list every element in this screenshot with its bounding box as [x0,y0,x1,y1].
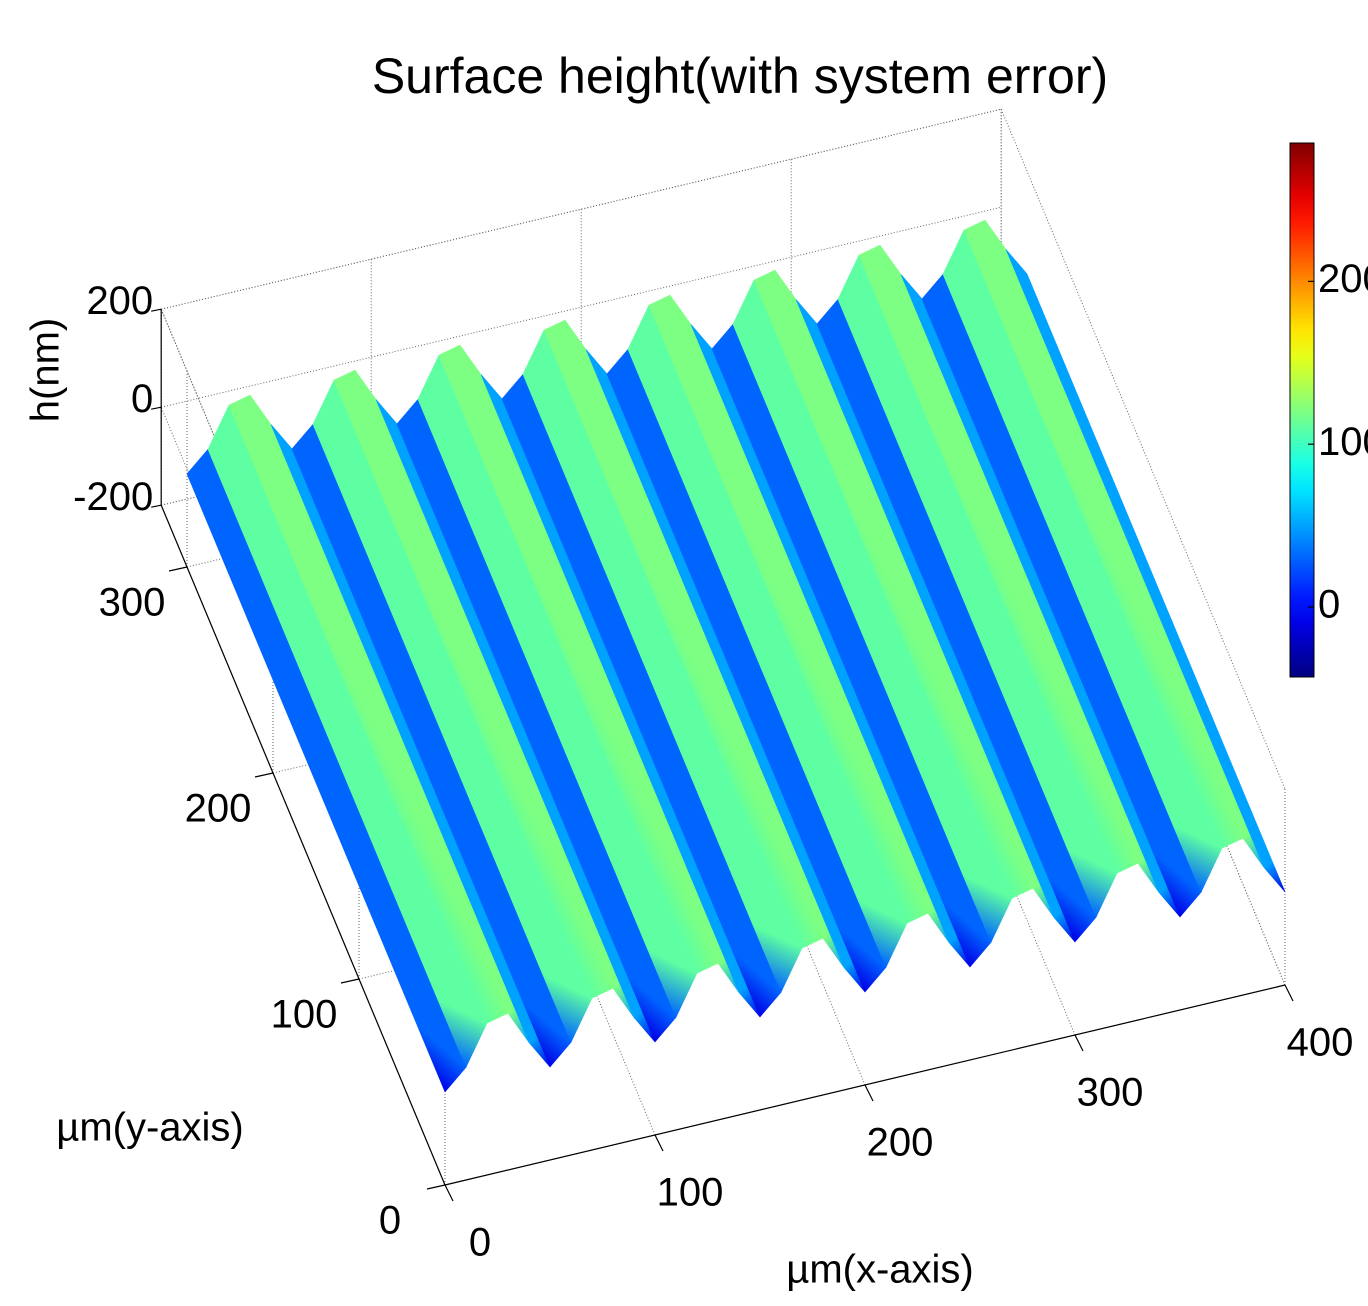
x-tick-label: 300 [1077,1071,1144,1115]
x-tick-label: 200 [867,1121,934,1165]
surface-patch [1005,249,1286,893]
z-axis-label: h(nm) [24,318,68,422]
y-tick-label: 300 [99,581,166,625]
y-tick-label: 200 [185,787,252,831]
x-tick [864,1084,874,1102]
x-tick [1074,1034,1084,1052]
colorbar-tick-label: 0 [1318,583,1340,627]
y-tick-label: 0 [379,1199,401,1243]
colorbar-tick-label: 100 [1318,420,1368,464]
y-tick [254,772,274,778]
y-tick-label: 100 [271,993,338,1037]
z-tick [151,406,162,410]
x-tick-label: 0 [469,1221,491,1265]
z-tick [151,308,162,312]
x-tick-label: 400 [1287,1021,1354,1065]
y-tick [340,978,360,984]
y-tick [426,1184,446,1190]
x-tick [654,1134,664,1152]
x-axis-label: µm(x-axis) [786,1248,973,1292]
y-axis-label: µm(y-axis) [56,1106,243,1150]
y-axis [160,504,446,1186]
colorbar [1289,142,1315,678]
y-tick [168,566,188,572]
colorbar-tick-label: 200 [1318,257,1368,301]
x-tick [1284,984,1294,1002]
x-tick-label: 100 [657,1171,724,1215]
z-tick-label: 200 [86,279,153,323]
z-tick-label: 0 [131,377,153,421]
x-tick [444,1184,454,1202]
z-tick [151,504,162,508]
chart-title: Surface height(with system error) [372,48,1108,104]
z-tick-label: -200 [73,475,153,519]
